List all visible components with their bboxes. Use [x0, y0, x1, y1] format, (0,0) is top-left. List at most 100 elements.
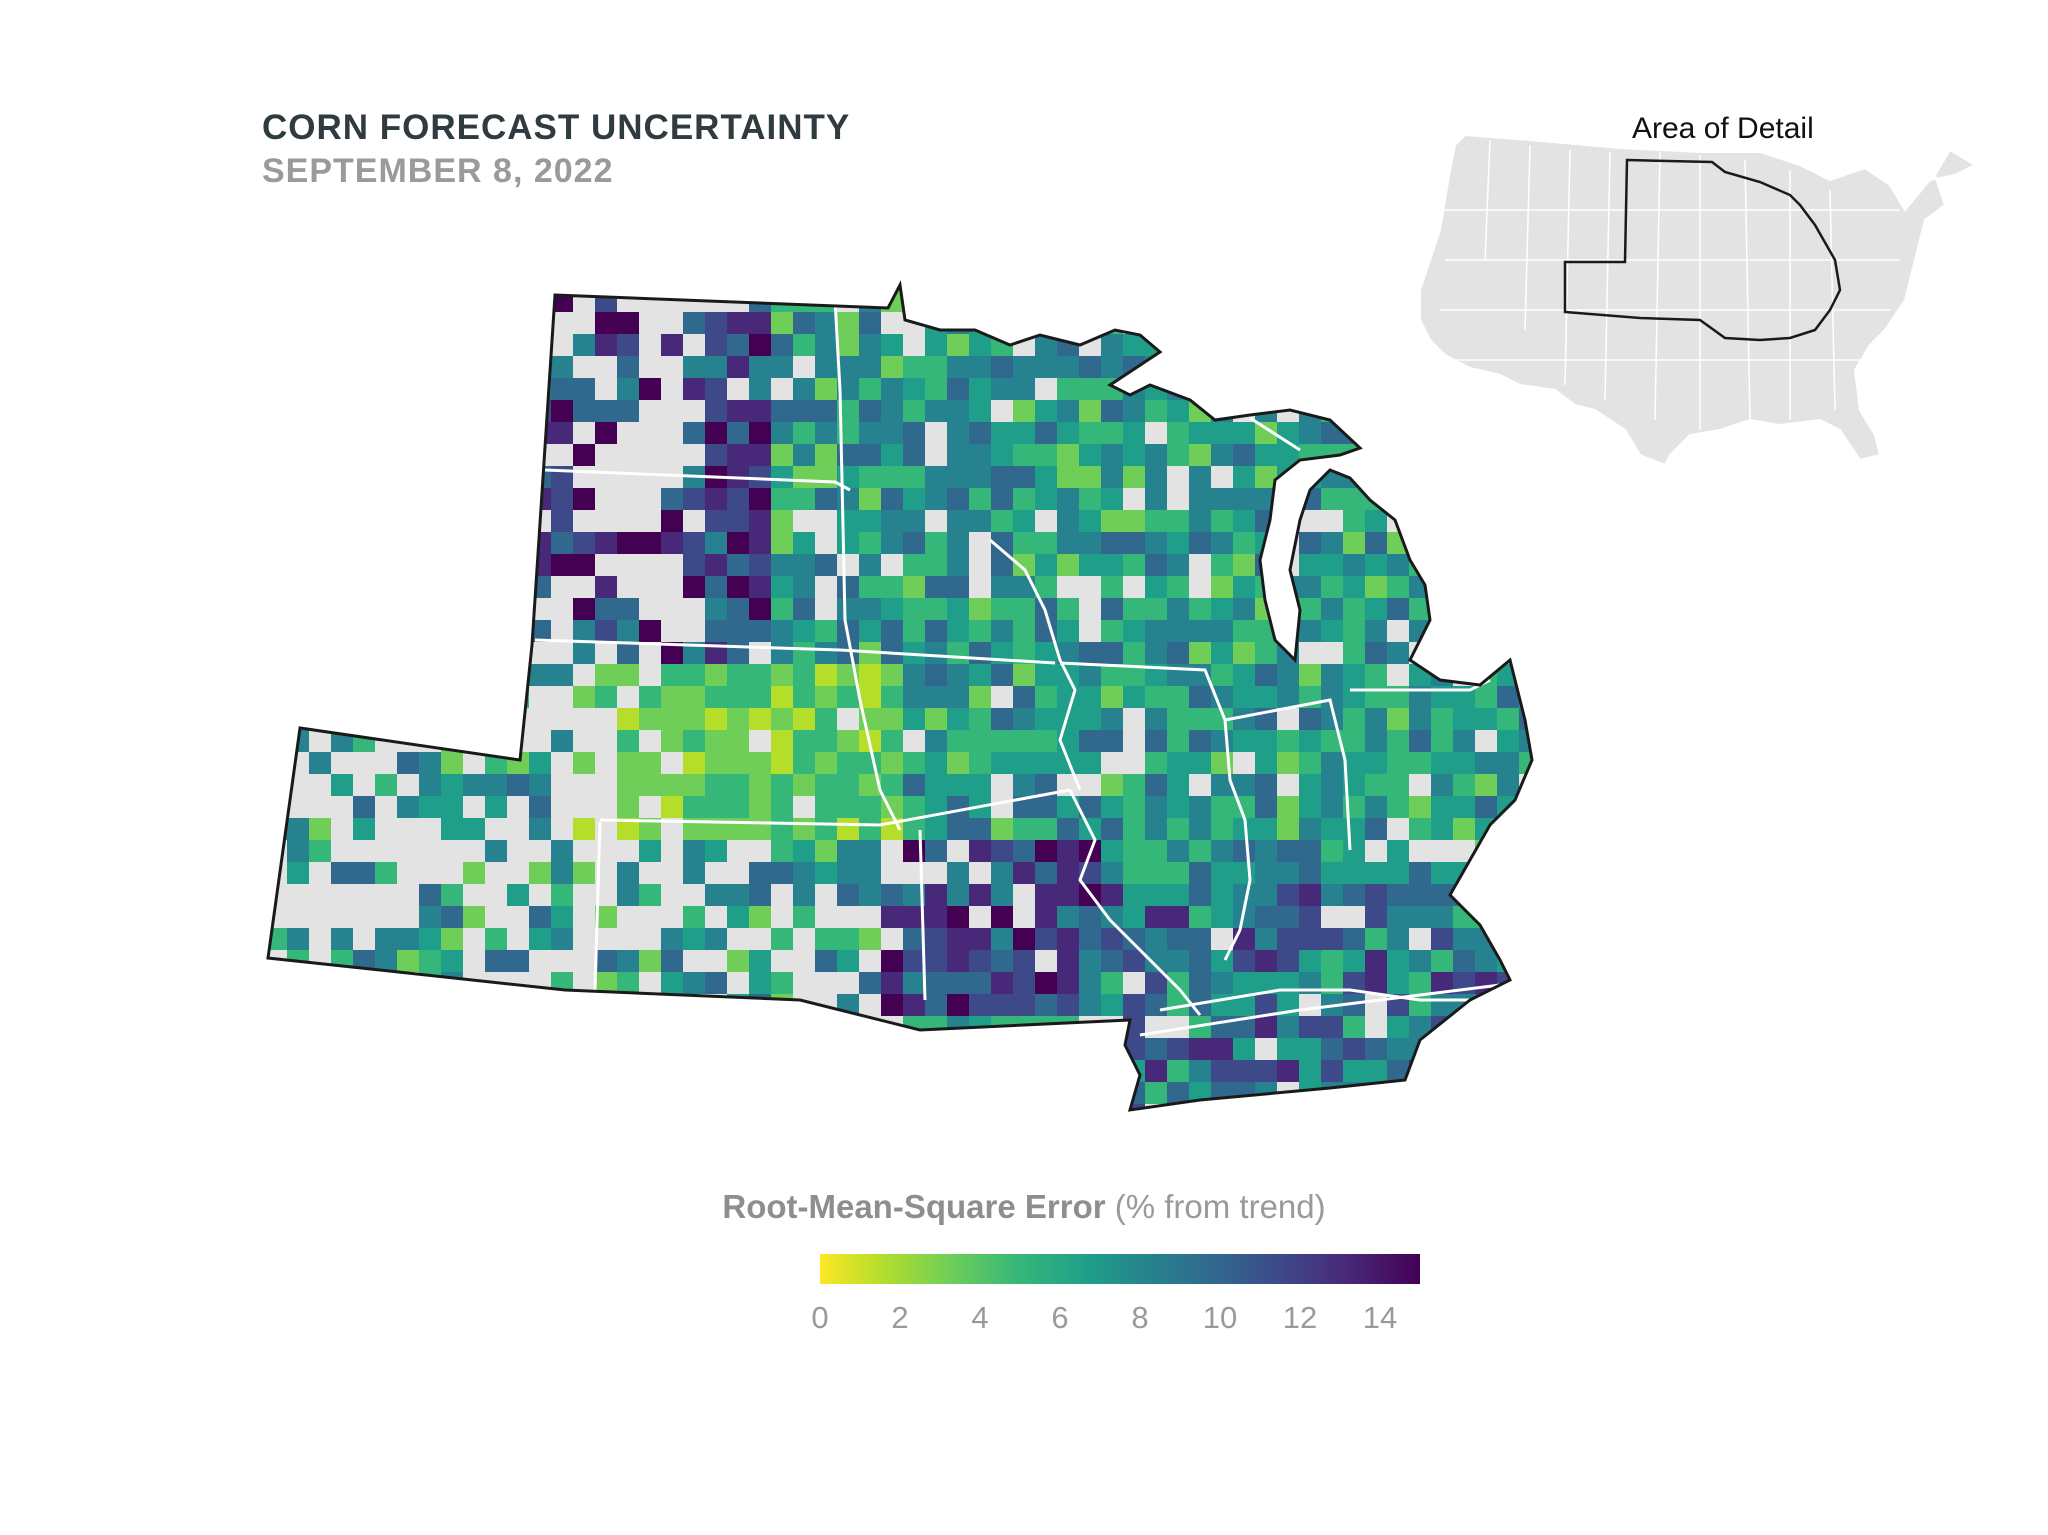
county-cell — [815, 620, 837, 642]
county-cell — [419, 774, 441, 796]
county-cell — [661, 488, 683, 510]
county-cell — [1387, 752, 1409, 774]
county-cell — [1431, 1082, 1453, 1104]
county-cell — [903, 1104, 925, 1110]
county-cell — [793, 400, 815, 422]
county-cell — [1189, 818, 1211, 840]
county-cell — [1255, 686, 1277, 708]
county-cell — [683, 862, 705, 884]
county-cell — [815, 488, 837, 510]
county-cell — [1057, 1016, 1079, 1038]
county-cell — [639, 686, 661, 708]
county-cell — [1343, 576, 1365, 598]
county-cell — [815, 378, 837, 400]
county-cell — [1387, 1082, 1409, 1104]
county-cell — [1409, 532, 1431, 554]
county-cell — [441, 774, 463, 796]
county-cell — [749, 290, 771, 312]
county-cell — [1233, 334, 1255, 356]
county-cell — [1233, 774, 1255, 796]
county-cell — [485, 994, 507, 1016]
county-cell — [353, 466, 375, 488]
county-cell — [1497, 686, 1519, 708]
county-cell — [331, 774, 353, 796]
county-cell — [1277, 796, 1299, 818]
county-cell — [1189, 290, 1211, 312]
county-cell — [287, 466, 309, 488]
county-cell — [1497, 730, 1519, 752]
county-cell — [925, 576, 947, 598]
county-cell — [1013, 1016, 1035, 1038]
county-cell — [1211, 488, 1233, 510]
county-cell — [771, 444, 793, 466]
county-cell — [617, 862, 639, 884]
county-cell — [771, 400, 793, 422]
county-cell — [683, 664, 705, 686]
county-cell — [815, 796, 837, 818]
county-cell — [1321, 884, 1343, 906]
county-cell — [837, 510, 859, 532]
county-cell — [1035, 334, 1057, 356]
county-cell — [815, 862, 837, 884]
county-cell — [507, 884, 529, 906]
county-cell — [1079, 752, 1101, 774]
county-cell — [1101, 1104, 1123, 1110]
county-cell — [1365, 290, 1387, 312]
county-cell — [859, 444, 881, 466]
county-cell — [441, 576, 463, 598]
county-cell — [1057, 906, 1079, 928]
county-cell — [1167, 1082, 1189, 1104]
county-cell — [1387, 466, 1409, 488]
county-cell — [1145, 950, 1167, 972]
county-cell — [353, 444, 375, 466]
county-cell — [551, 488, 573, 510]
county-cell — [1299, 840, 1321, 862]
county-cell — [551, 554, 573, 576]
county-cell — [1497, 906, 1519, 928]
county-cell — [1167, 950, 1189, 972]
county-cell — [1233, 950, 1255, 972]
county-cell — [375, 356, 397, 378]
county-cell — [1211, 554, 1233, 576]
county-cell — [1255, 576, 1277, 598]
county-cell — [353, 312, 375, 334]
county-cell — [1475, 576, 1497, 598]
county-cell — [859, 686, 881, 708]
county-cell — [1519, 642, 1532, 664]
county-cell — [837, 532, 859, 554]
county-cell — [749, 906, 771, 928]
county-cell — [1101, 444, 1123, 466]
county-cell — [1101, 994, 1123, 1016]
county-cell — [1189, 334, 1211, 356]
county-cell — [661, 928, 683, 950]
county-cell — [268, 554, 287, 576]
county-cell — [991, 752, 1013, 774]
county-cell — [1343, 488, 1365, 510]
county-cell — [268, 378, 287, 400]
county-cell — [1013, 444, 1035, 466]
county-cell — [1057, 1038, 1079, 1060]
county-cell — [1101, 532, 1123, 554]
county-cell — [1035, 928, 1057, 950]
county-cell — [573, 620, 595, 642]
county-cell — [1387, 950, 1409, 972]
county-cell — [1233, 510, 1255, 532]
county-cell — [705, 334, 727, 356]
county-cell — [1277, 510, 1299, 532]
county-cell — [859, 840, 881, 862]
county-cell — [969, 840, 991, 862]
county-cell — [1013, 818, 1035, 840]
county-cell — [1123, 466, 1145, 488]
county-cell — [969, 994, 991, 1016]
county-cell — [859, 576, 881, 598]
county-cell — [1431, 862, 1453, 884]
county-cell — [551, 884, 573, 906]
county-cell — [1365, 884, 1387, 906]
county-cell — [1145, 444, 1167, 466]
county-cell — [705, 598, 727, 620]
county-cell — [881, 774, 903, 796]
county-cell — [1409, 598, 1431, 620]
county-cell — [727, 532, 749, 554]
county-cell — [595, 1082, 617, 1104]
county-cell — [1343, 708, 1365, 730]
